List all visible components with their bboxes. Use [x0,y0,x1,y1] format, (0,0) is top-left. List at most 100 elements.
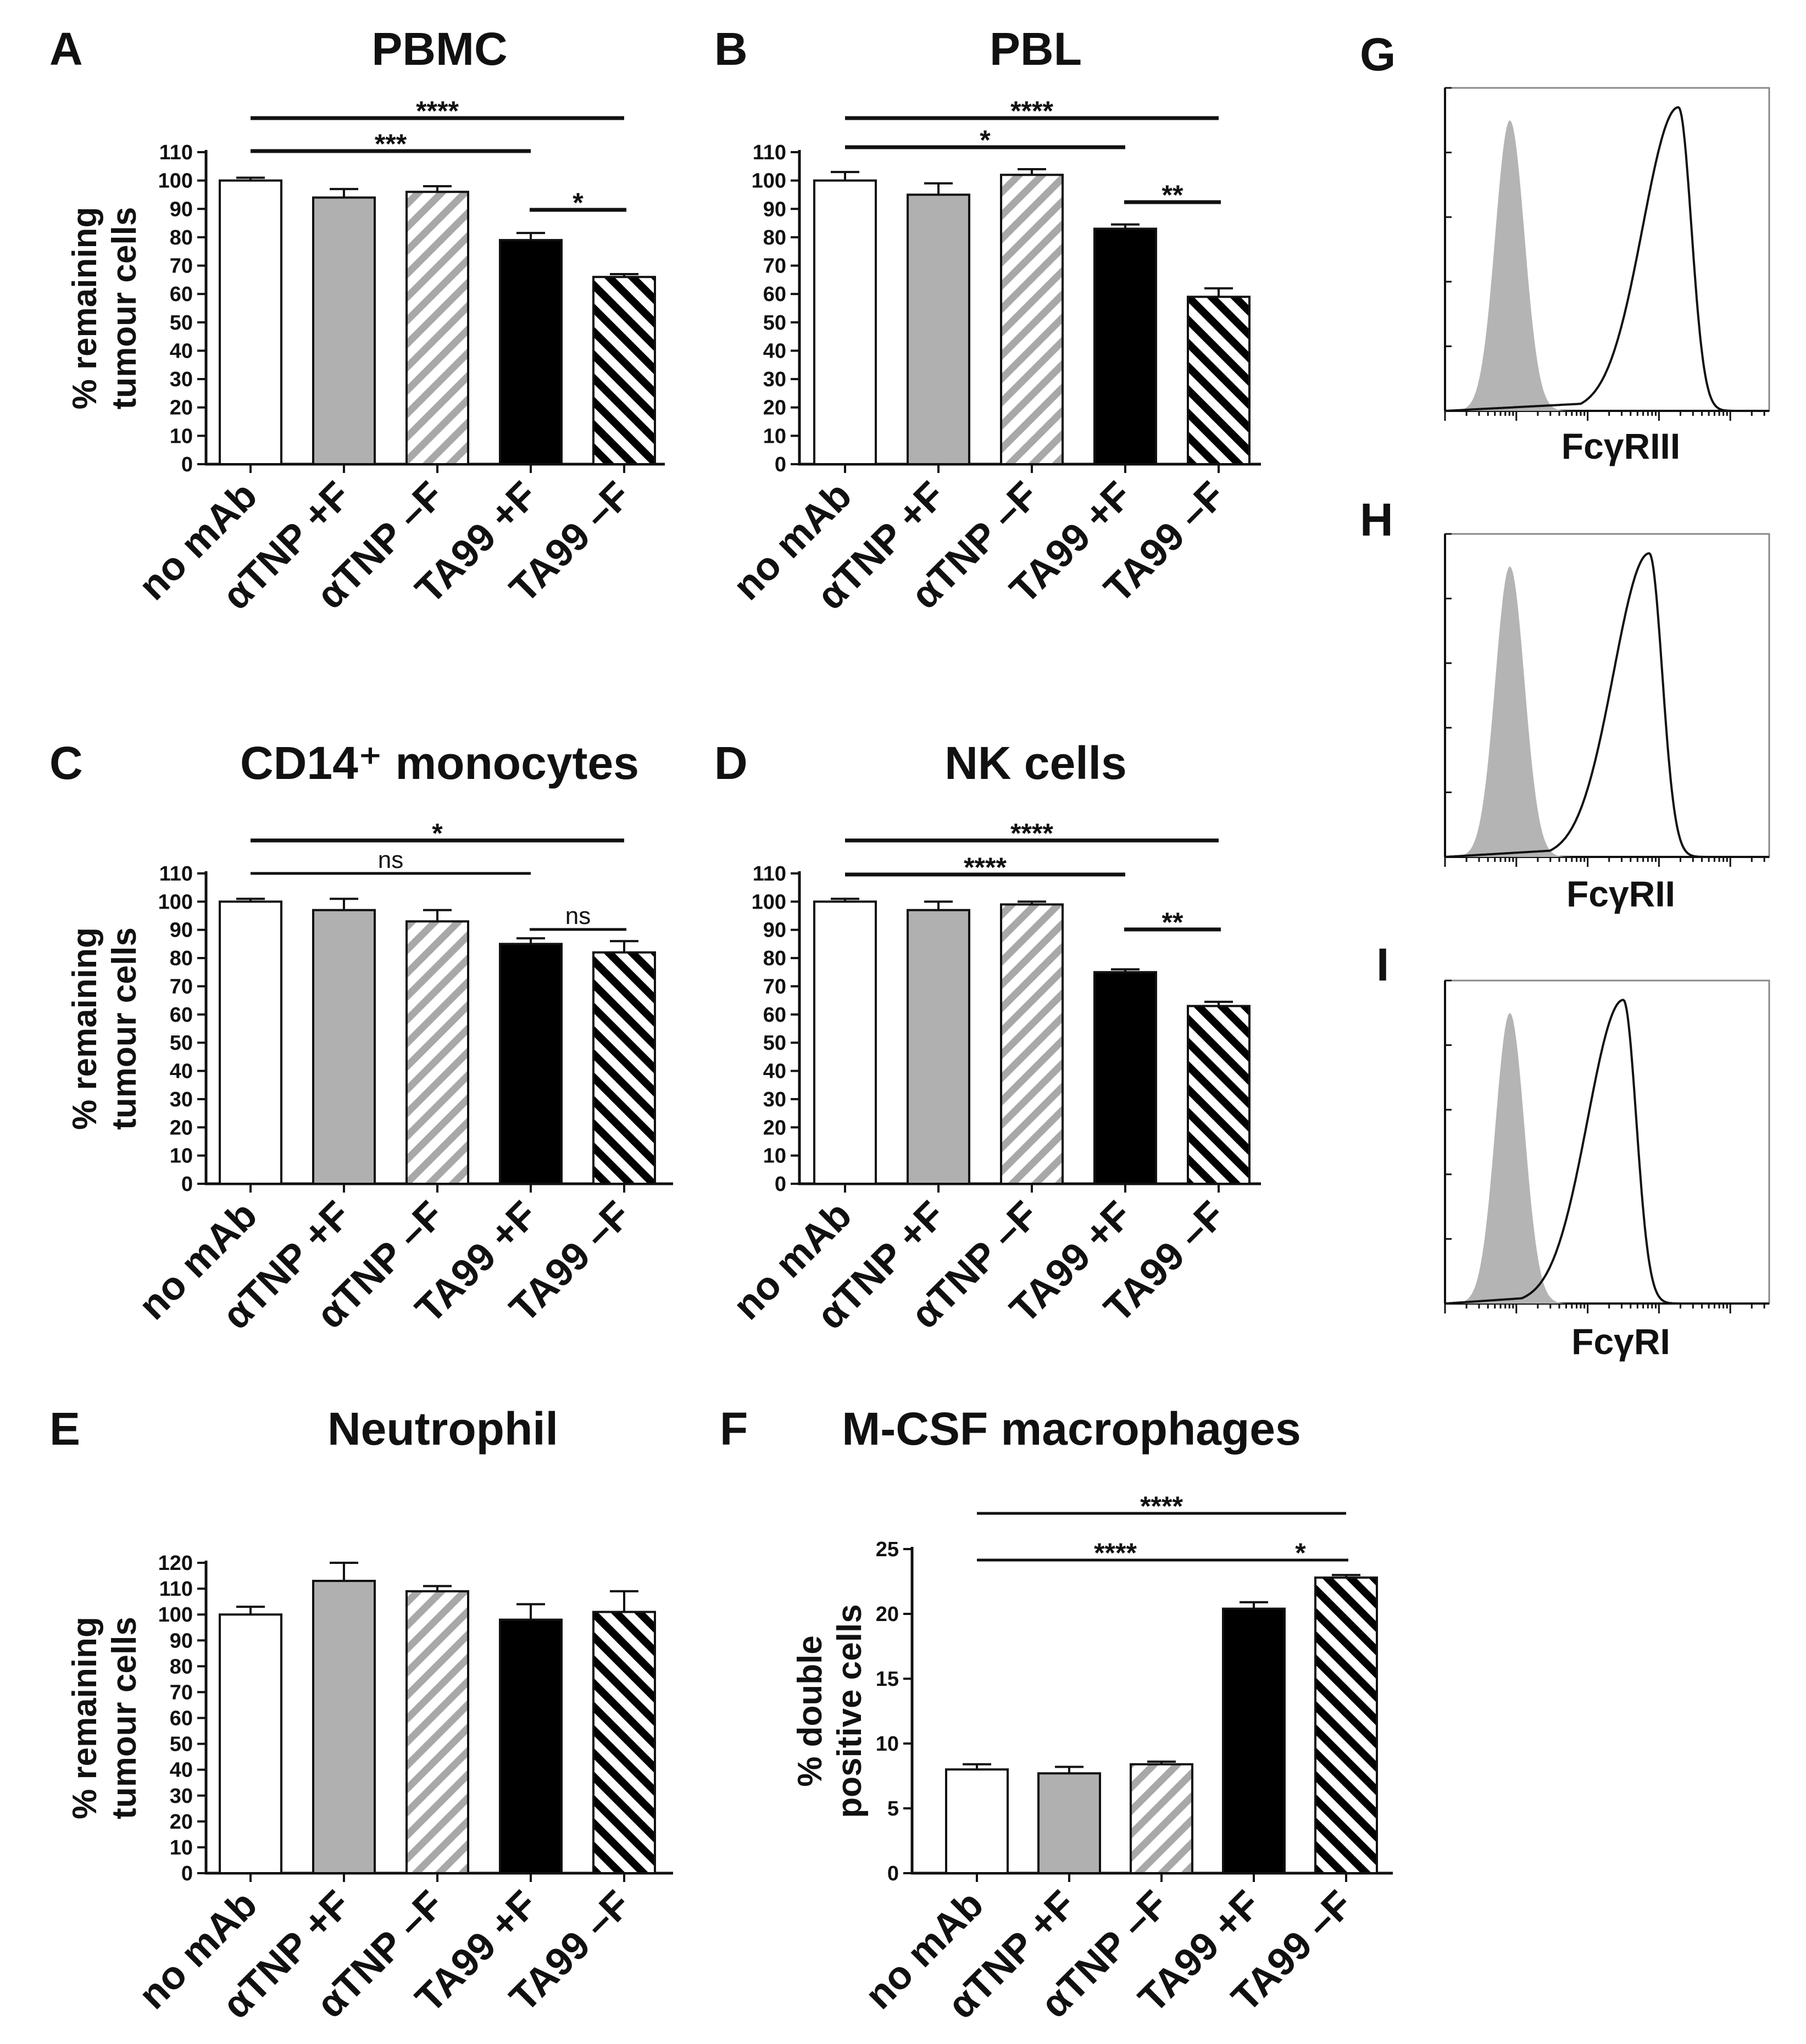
bar [1130,1763,1193,1875]
bar [1093,227,1157,465]
significance-label: **** [1094,1538,1137,1568]
significance-label: **** [1010,96,1053,126]
histogram-area [1444,533,1770,867]
y-tick-label: 0 [181,1173,193,1196]
y-tick-label: 70 [763,255,786,278]
y-tick-label: 60 [763,1004,786,1027]
bar [405,920,469,1185]
y-tick-label: 70 [170,975,193,998]
y-axis-label: tumour cells [105,1617,143,1819]
y-axis-label: % remaining [66,207,104,410]
bar [405,191,469,465]
y-tick-label: 70 [763,975,786,998]
panel-title: M-CSF macrophages [842,1403,1301,1455]
panel-title: CD14⁺ monocytes [240,737,639,789]
y-tick-label: 20 [170,1116,193,1139]
y-tick-label: 40 [763,1060,786,1083]
bar [813,900,877,1185]
y-tick-label: 90 [763,198,786,221]
y-tick-label: 70 [170,1681,193,1704]
y-tick-label: 40 [763,339,786,363]
y-tick-label: 10 [876,1733,899,1756]
y-tick-label: 110 [753,862,786,885]
y-tick-label: 110 [753,141,786,164]
panel-letter: D [714,737,748,789]
y-axis-label: % remaining [66,927,104,1130]
y-tick-label: 0 [887,1862,899,1885]
bar [1187,296,1251,465]
bar [1000,903,1064,1185]
y-tick-label: 100 [752,170,786,193]
y-tick-label: 50 [170,1733,193,1756]
y-axis-label: % remaining [66,1617,104,1819]
y-tick-label: 10 [170,1145,193,1168]
y-tick-label: 50 [170,1032,193,1055]
histogram-isotype-fill [1445,566,1769,857]
bar [1222,1607,1286,1875]
panel-i: I FcγRI [1376,939,1770,1362]
histogram-area [1444,87,1770,421]
y-tick-label: 110 [159,141,193,164]
y-tick-label: 80 [170,226,193,249]
bar [907,909,970,1185]
histogram-xlabel: FcγRIII [1562,426,1680,466]
panel-letter: E [49,1403,80,1455]
y-tick-label: 10 [170,1836,193,1859]
significance-label: * [980,125,991,155]
significance-label: ns [378,846,403,873]
y-tick-label: 90 [170,1629,193,1652]
panel-letter: F [720,1403,748,1455]
y-tick-label: 60 [170,1707,193,1730]
y-tick-label: 50 [763,311,786,335]
panel-title: NK cells [944,737,1127,789]
panel-a: A PBMC 0 10 20 30 40 50 60 70 80 90 100 110 % remain… [49,23,665,618]
bar [1093,971,1157,1185]
y-tick-label: 0 [775,1173,786,1196]
panel-title: Neutrophil [327,1403,558,1455]
bar [592,276,656,465]
panel-letter: C [49,737,83,789]
chart-area: 0 10 20 30 40 50 60 70 80 90 100 110 % remaining tumo… [66,96,665,618]
significance-label: *** [375,129,407,159]
y-tick-label: 20 [876,1603,899,1626]
significance-label: ** [1162,180,1183,210]
y-tick-label: 80 [170,947,193,970]
bar [312,909,376,1185]
y-tick-label: 110 [159,1578,193,1601]
panel-g: G FcγRIII [1360,29,1770,466]
y-tick-label: 90 [763,919,786,942]
panel-letter: H [1360,494,1393,545]
y-tick-label: 10 [763,1145,786,1168]
histogram-receptor-line [1444,106,1769,412]
y-tick-label: 30 [170,368,193,391]
panel-h: H FcγRII [1360,494,1770,914]
bar [499,239,563,465]
y-tick-label: 50 [170,311,193,335]
y-tick-label: 20 [170,397,193,420]
y-tick-label: 70 [170,255,193,278]
significance-label: * [432,818,443,849]
bar [1000,174,1064,465]
y-tick-label: 100 [158,170,193,193]
histogram-isotype-fill [1445,120,1769,411]
y-tick-label: 100 [752,890,786,914]
panel-c: C CD14⁺ monocytes 0 10 20 30 40 50 60 70 80 90 100… [49,737,673,1338]
y-tick-label: 90 [170,919,193,942]
y-tick-label: 25 [876,1538,899,1561]
y-tick-label: 60 [763,283,786,306]
significance-label: **** [964,852,1007,883]
y-axis-label: % double [791,1635,829,1787]
histogram-isotype-fill [1445,1012,1769,1304]
y-tick-label: 0 [181,1862,193,1885]
y-axis-label: tumour cells [105,927,143,1130]
y-tick-label: 15 [876,1668,899,1691]
y-tick-label: 90 [170,198,193,221]
y-tick-label: 30 [763,368,786,391]
y-tick-label: 40 [170,1060,193,1083]
significance-label: **** [1140,1491,1183,1522]
histogram-area [1444,979,1770,1313]
